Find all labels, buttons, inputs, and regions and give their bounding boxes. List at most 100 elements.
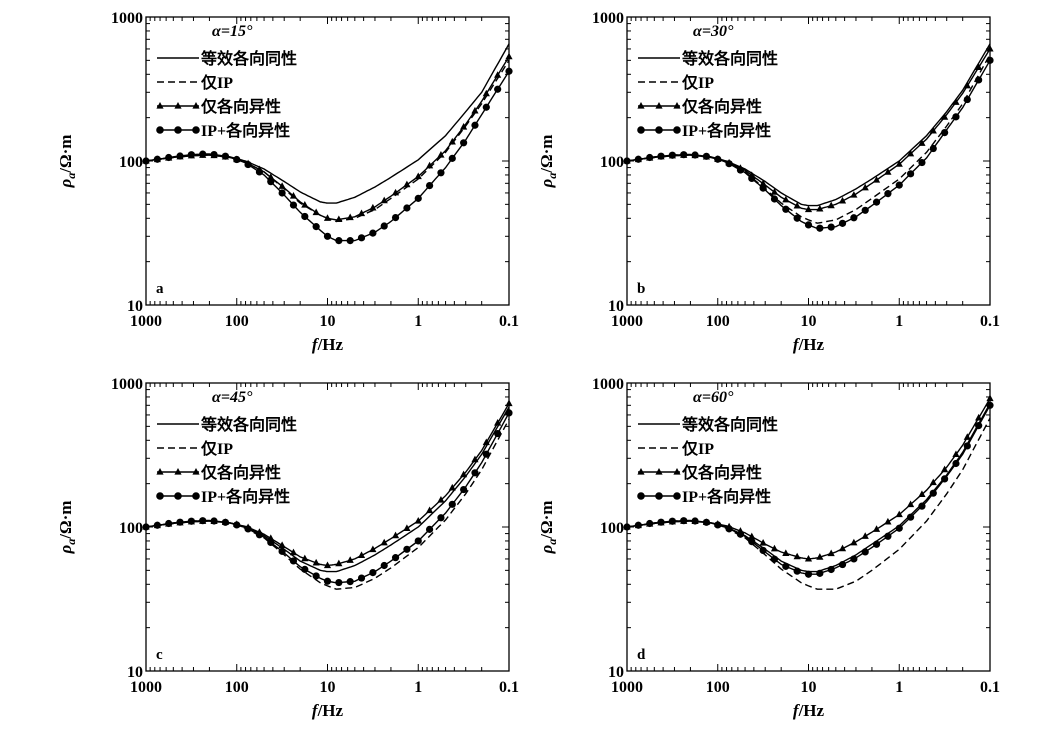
data-point bbox=[702, 518, 711, 526]
data-point bbox=[827, 201, 835, 209]
data-point bbox=[233, 521, 241, 529]
x-axis-title: f/Hz bbox=[793, 335, 825, 354]
data-point bbox=[759, 546, 767, 555]
data-point bbox=[804, 554, 813, 562]
data-point bbox=[369, 545, 377, 553]
data-point bbox=[471, 455, 479, 463]
data-point bbox=[233, 155, 241, 164]
x-axis-unit: /Hz bbox=[798, 701, 825, 720]
x-tick-label: 1000 bbox=[611, 679, 643, 696]
data-point bbox=[346, 237, 354, 245]
data-point bbox=[929, 478, 937, 486]
data-point bbox=[906, 170, 915, 178]
angle-annotation: α=15° bbox=[212, 23, 253, 40]
data-point bbox=[301, 554, 309, 562]
angle-annotation: α=45° bbox=[212, 389, 253, 406]
data-point bbox=[986, 56, 994, 64]
data-point bbox=[380, 222, 388, 230]
data-point bbox=[963, 95, 971, 104]
data-point bbox=[380, 538, 388, 546]
data-point bbox=[165, 519, 173, 528]
x-axis-unit: /Hz bbox=[317, 335, 344, 354]
data-point bbox=[963, 81, 971, 89]
data-point bbox=[221, 518, 230, 526]
x-axis-title: f/Hz bbox=[793, 701, 825, 720]
data-point bbox=[425, 525, 434, 533]
data-point bbox=[793, 567, 801, 575]
data-point bbox=[425, 181, 434, 190]
data-point bbox=[357, 574, 366, 582]
data-point bbox=[414, 537, 422, 545]
data-point bbox=[975, 63, 983, 70]
data-point bbox=[437, 151, 445, 158]
legend-marker bbox=[192, 468, 200, 475]
data-point bbox=[975, 76, 983, 84]
y-axis-variable: ρ bbox=[56, 178, 75, 188]
x-tick-label: 1 bbox=[895, 679, 903, 696]
data-point bbox=[289, 192, 298, 199]
legend-label: IP+各向异性 bbox=[201, 121, 290, 140]
data-point bbox=[725, 525, 733, 533]
chart-panel-b: 1000 100 10 1 0.1 10 100 1000 f/Hz ρa/Ω·m b α=30° 等效… bbox=[537, 10, 1000, 354]
series-4 bbox=[623, 401, 994, 578]
data-point bbox=[380, 196, 388, 204]
legend-marker bbox=[637, 468, 645, 475]
chart-panel-d: 1000 100 10 1 0.1 10 100 1000 f/Hz ρa/Ω·m d α=60° 等效… bbox=[537, 376, 1000, 720]
data-point bbox=[267, 538, 275, 547]
data-point bbox=[804, 570, 813, 578]
data-point bbox=[323, 561, 332, 569]
legend-label: 等效各向同性 bbox=[200, 49, 297, 68]
y-axis-subscript: a bbox=[64, 539, 78, 545]
data-point bbox=[176, 152, 184, 160]
data-point bbox=[770, 188, 779, 195]
data-point bbox=[380, 561, 388, 570]
legend-marker bbox=[637, 492, 645, 500]
y-tick-label: 1000 bbox=[111, 10, 143, 27]
legend-label: 仅各向异性 bbox=[681, 463, 762, 482]
y-tick-label: 100 bbox=[600, 520, 624, 537]
data-point bbox=[403, 204, 411, 212]
y-axis-unit: /Ω·m bbox=[537, 135, 556, 174]
data-point bbox=[482, 438, 490, 446]
data-point bbox=[391, 188, 400, 196]
data-point bbox=[346, 578, 354, 586]
data-point bbox=[391, 213, 400, 222]
data-point bbox=[448, 137, 456, 145]
legend-label: 仅IP bbox=[681, 73, 714, 92]
data-point bbox=[369, 569, 377, 577]
data-point bbox=[153, 521, 161, 529]
data-point bbox=[634, 155, 642, 163]
x-tick-label: 1 bbox=[895, 313, 903, 330]
data-point bbox=[312, 558, 320, 566]
data-point bbox=[494, 419, 502, 426]
data-point bbox=[872, 540, 881, 548]
legend-marker bbox=[174, 102, 182, 109]
y-axis-title: ρa/Ω·m bbox=[537, 501, 559, 555]
data-point bbox=[153, 155, 161, 163]
legend-marker bbox=[156, 126, 164, 134]
x-tick-label: 10 bbox=[320, 313, 336, 330]
legend-label: 等效各向同性 bbox=[200, 415, 297, 434]
data-point bbox=[963, 442, 971, 450]
data-point bbox=[471, 106, 479, 114]
data-point bbox=[838, 219, 847, 227]
data-point bbox=[929, 144, 937, 153]
data-point bbox=[759, 179, 767, 187]
legend-marker bbox=[655, 468, 663, 475]
y-axis-title: ρa/Ω·m bbox=[56, 501, 78, 555]
legend-label: 仅各向异性 bbox=[200, 97, 281, 116]
data-point bbox=[736, 166, 745, 174]
data-point bbox=[278, 541, 286, 549]
data-point bbox=[623, 523, 631, 531]
y-tick-label: 10 bbox=[127, 664, 143, 681]
data-point bbox=[448, 483, 456, 491]
data-point bbox=[895, 510, 903, 518]
x-axis-unit: /Hz bbox=[317, 701, 344, 720]
y-tick-label: 1000 bbox=[592, 10, 624, 27]
data-point bbox=[816, 553, 824, 560]
data-point bbox=[255, 168, 264, 176]
data-point bbox=[357, 209, 366, 217]
y-axis-title: ρa/Ω·m bbox=[537, 135, 559, 189]
data-point bbox=[952, 450, 960, 458]
